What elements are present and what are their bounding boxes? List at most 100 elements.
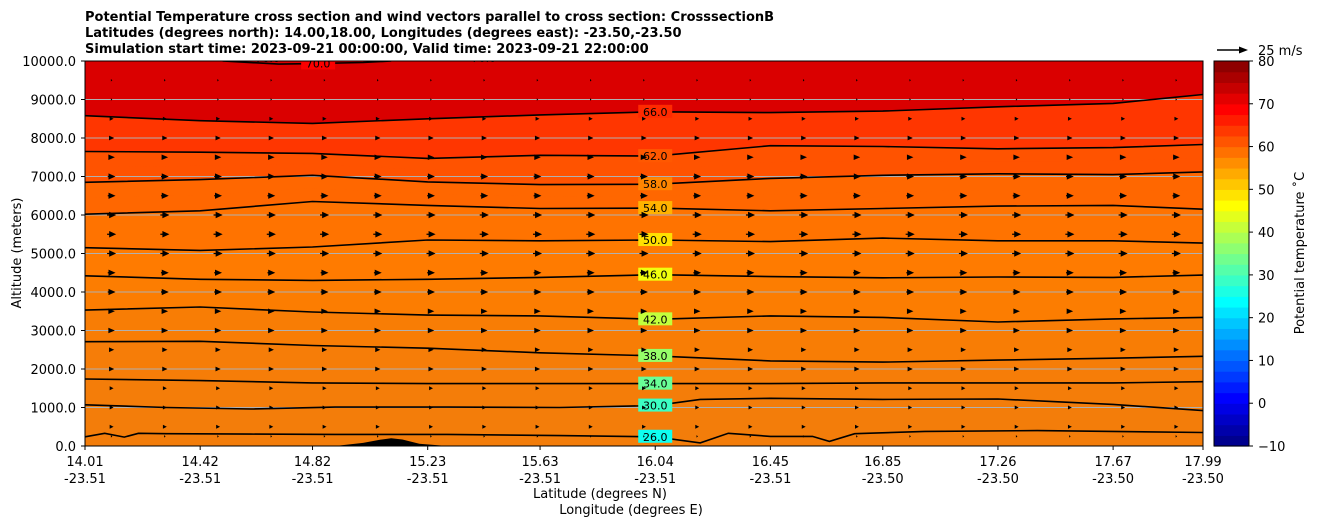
- wind-arrow: [377, 98, 379, 101]
- wind-arrow: [640, 308, 648, 314]
- wind-arrow: [695, 405, 700, 410]
- wind-arrow: [320, 250, 330, 257]
- wind-arrow: [322, 386, 327, 391]
- wind-arrow: [855, 386, 859, 391]
- wind-arrow-head: [1015, 79, 1018, 82]
- wind-arrow: [427, 173, 435, 180]
- wind-arrow-head: [534, 288, 542, 296]
- wind-arrow: [745, 231, 756, 238]
- wind-arrow: [960, 154, 967, 160]
- wind-arrow: [1066, 154, 1074, 160]
- colorbar-ticks: −10 0 10 20 30 40 50 60 70 80: [1249, 55, 1285, 455]
- wind-arrow: [213, 250, 223, 257]
- wind-arrow: [534, 347, 541, 353]
- wind-arrow-head: [322, 405, 327, 410]
- wind-arrow-head: [961, 424, 966, 429]
- wind-arrow-head: [962, 79, 965, 82]
- wind-arrow: [373, 250, 383, 257]
- wind-arrow-head: [588, 424, 593, 429]
- wind-arrow-head: [481, 327, 488, 334]
- wind-arrow: [482, 424, 487, 429]
- contour-label-bg-50: [638, 233, 673, 247]
- wind-arrow: [696, 98, 698, 101]
- wind-arrow-head: [853, 173, 861, 180]
- wind-arrow: [695, 386, 700, 391]
- wind-arrow: [375, 366, 381, 372]
- wind-arrow-head: [375, 116, 380, 121]
- wind-arrow-head: [696, 98, 698, 101]
- wind-arrow-head: [960, 154, 967, 160]
- wind-arrow-head: [800, 327, 807, 334]
- wind-arrow-head: [1173, 192, 1181, 199]
- wind-arrow-head: [109, 424, 114, 429]
- wind-arrow: [748, 116, 753, 121]
- wind-arrow: [1066, 192, 1074, 199]
- wind-arrow-head: [855, 424, 859, 429]
- wind-arrow: [855, 405, 859, 410]
- terrain-bump: [335, 438, 448, 446]
- colorbar-segment: [1214, 242, 1249, 255]
- wind-arrow-head: [377, 98, 379, 101]
- wind-arrow: [214, 288, 222, 296]
- wind-arrow-head: [748, 231, 756, 238]
- wind-arrow-head: [534, 308, 541, 314]
- colorbar-segment: [1214, 114, 1249, 126]
- wind-arrow: [377, 435, 379, 438]
- wind-arrow-head: [1121, 386, 1126, 391]
- wind-arrow-head: [694, 192, 702, 199]
- wind-arrow-head: [853, 192, 861, 199]
- wind-arrow-head: [109, 347, 115, 353]
- wind-arrow-head: [748, 424, 753, 429]
- wind-arrow-head: [1067, 135, 1073, 141]
- wind-vectors: [107, 79, 1181, 438]
- wind-arrow: [693, 269, 702, 276]
- wind-arrow-head: [1119, 327, 1127, 334]
- wind-arrow: [480, 288, 489, 296]
- wind-arrow: [1014, 386, 1019, 391]
- contour-label-bg-62: [638, 149, 673, 163]
- wind-arrow: [853, 308, 861, 314]
- wind-arrow-head: [1067, 116, 1072, 121]
- wind-arrow: [214, 269, 222, 276]
- wind-arrow: [110, 98, 113, 101]
- wind-arrow-head: [1173, 154, 1180, 160]
- x-axis-label-lon: Longitude (degrees E): [559, 503, 703, 518]
- x-tick-label-lon: -23.51: [519, 472, 561, 487]
- wind-arrow: [748, 424, 753, 429]
- wind-arrow: [959, 269, 968, 276]
- wind-arrow: [802, 79, 805, 82]
- wind-arrow-head: [641, 231, 649, 238]
- wind-arrow: [1174, 424, 1179, 429]
- wind-arrow-head: [535, 405, 540, 410]
- wind-arrow-head: [321, 308, 328, 314]
- wind-arrow-head: [217, 435, 219, 438]
- wind-arrow: [321, 308, 328, 314]
- wind-arrow-head: [216, 424, 221, 429]
- wind-arrow: [692, 211, 702, 219]
- wind-arrow-head: [534, 366, 541, 372]
- wind-arrow-head: [800, 192, 808, 199]
- wind-arrow: [427, 308, 435, 314]
- wind-arrow: [853, 154, 861, 160]
- wind-arrow-head: [427, 327, 435, 334]
- colorbar-segment: [1214, 392, 1249, 404]
- contour-label-66: 66.0: [643, 106, 668, 119]
- wind-arrow: [480, 269, 489, 276]
- wind-arrow: [430, 98, 432, 101]
- wind-arrow: [855, 424, 859, 429]
- wind-arrow: [1066, 288, 1074, 296]
- wind-arrow: [588, 347, 594, 353]
- wind-arrow-head: [696, 435, 698, 438]
- wind-arrow-head: [856, 435, 858, 438]
- wind-arrow-head: [1120, 192, 1128, 199]
- wind-arrow-head: [214, 192, 222, 199]
- wind-arrow-head: [1015, 98, 1018, 101]
- wind-arrow: [479, 211, 489, 219]
- wind-arrow: [1014, 405, 1019, 410]
- wind-arrow-head: [483, 98, 486, 101]
- wind-arrow-head: [162, 366, 168, 372]
- wind-arrow: [427, 288, 435, 296]
- wind-arrow-head: [427, 288, 435, 296]
- wind-arrow-head: [534, 347, 541, 353]
- wind-arrow-head: [800, 288, 808, 296]
